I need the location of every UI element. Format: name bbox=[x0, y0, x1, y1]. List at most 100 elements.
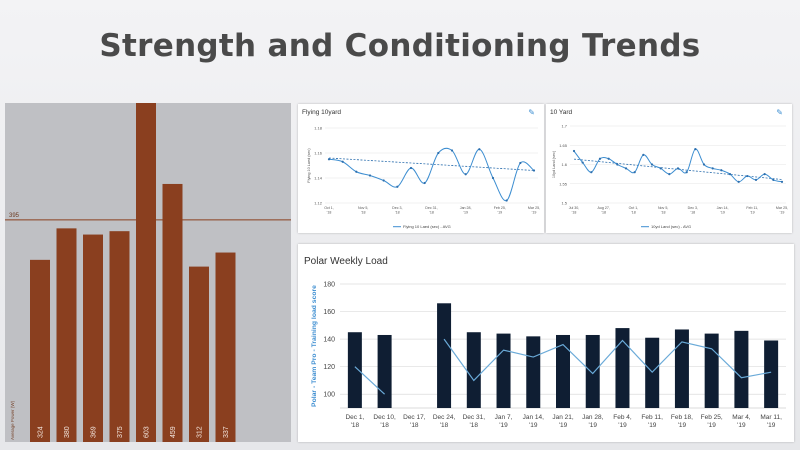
flying-xtick-3-line1: '18 bbox=[429, 211, 434, 215]
tenyard-ytick-1: 1.65 bbox=[559, 143, 568, 148]
tenyard-xtick-1-line0: Aug 27, bbox=[598, 206, 610, 210]
flying-point-12 bbox=[491, 176, 495, 180]
flying-point-0 bbox=[327, 158, 331, 161]
power-axis-label: Average Power (W) bbox=[10, 400, 15, 440]
flying-point-1 bbox=[341, 160, 344, 163]
flying-title: Flying 10yard bbox=[302, 109, 341, 116]
power-bar-label-3: 369 bbox=[91, 426, 98, 438]
tenyard-ytick-0: 1.7 bbox=[561, 124, 567, 129]
flying-point-4 bbox=[382, 179, 385, 182]
polar-xtick-14-line0: Mar 11, bbox=[760, 414, 782, 421]
power-bar-label-2: 380 bbox=[64, 426, 71, 438]
polar-ytick-2: 140 bbox=[323, 337, 335, 344]
tenyard-point-0 bbox=[572, 149, 576, 153]
tenyard-point-1 bbox=[581, 161, 584, 164]
tenyard-xtick-1-line1: '18 bbox=[601, 211, 606, 215]
power-bar-label-5: 603 bbox=[144, 426, 151, 438]
tenyard-xtick-2-line0: Oct 1, bbox=[629, 206, 639, 210]
polar-xtick-3-line1: '18 bbox=[440, 422, 449, 429]
flying-trendline bbox=[328, 157, 535, 171]
average-power-svg: 395 324 380 369 375 603 459 312 337 Average Power… bbox=[5, 103, 291, 442]
flying-ytick-0: 1.18 bbox=[314, 126, 323, 131]
flying-xtick-5-line0: Feb 25, bbox=[494, 206, 506, 210]
power-bar-6 bbox=[162, 183, 183, 442]
flying-point-10 bbox=[464, 173, 467, 176]
tenyard-point-24 bbox=[780, 180, 784, 183]
power-bar-7 bbox=[189, 266, 209, 442]
flying-10yard-svg: Flying 10yard ✎ 1.18 1.16 1.14 1.12 Flying 10 … bbox=[302, 108, 540, 229]
flying-series-line bbox=[328, 147, 535, 202]
tenyard-point-5 bbox=[616, 163, 619, 166]
power-bar-1 bbox=[30, 259, 50, 442]
ten-yard-chart: 10 Yard ✎ 1.7 1.65 1.6 1.55 1.5 10yd Land (sec)… bbox=[546, 104, 792, 233]
polar-ylabel: Polar - Team Pro - Training load score bbox=[311, 285, 318, 407]
tenyard-xtick-3-line0: Nov 5, bbox=[658, 206, 668, 210]
polar-trend-line bbox=[354, 338, 772, 395]
polar-xtick-11-line0: Feb 18, bbox=[671, 414, 693, 421]
power-bar-label-8: 337 bbox=[223, 426, 230, 438]
power-bar-label-4: 375 bbox=[117, 426, 124, 438]
polar-ytick-4: 100 bbox=[323, 392, 335, 399]
polar-xtick-12-line0: Feb 25, bbox=[701, 414, 723, 421]
flying-point-8 bbox=[437, 151, 440, 155]
polar-xtick-5-line0: Jan 7, bbox=[495, 414, 513, 421]
flying-10yard-chart: Flying 10yard ✎ 1.18 1.16 1.14 1.12 Flying 10 … bbox=[298, 104, 544, 233]
power-bar-2 bbox=[56, 228, 77, 442]
tenyard-point-22 bbox=[763, 173, 766, 176]
flying-edit-icon: ✎ bbox=[528, 108, 535, 117]
tenyard-ytick-3: 1.55 bbox=[559, 181, 568, 186]
polar-title: Polar Weekly Load bbox=[304, 256, 388, 267]
polar-bar-0 bbox=[347, 332, 362, 408]
tenyard-point-7 bbox=[633, 171, 636, 174]
polar-xtick-4-line1: '18 bbox=[470, 422, 479, 429]
tenyard-point-23 bbox=[772, 178, 775, 181]
tenyard-edit-icon: ✎ bbox=[776, 108, 783, 117]
flying-point-5 bbox=[396, 185, 399, 188]
tenyard-point-17 bbox=[720, 169, 723, 172]
reference-line-label: 395 bbox=[9, 213, 20, 219]
power-bar-8 bbox=[215, 252, 236, 442]
tenyard-point-18 bbox=[728, 173, 732, 176]
polar-bar-8 bbox=[585, 334, 600, 408]
polar-xtick-1-line0: Dec 10, bbox=[373, 414, 396, 421]
flying-xtick-2-line0: Dec 3, bbox=[392, 206, 402, 210]
tenyard-point-10 bbox=[659, 167, 662, 170]
polar-xtick-6-line0: Jan 14, bbox=[523, 414, 545, 421]
flying-legend-label: Flying 10 Laed (sec) - AVG bbox=[403, 224, 451, 229]
polar-bar-7 bbox=[556, 334, 570, 408]
flying-point-3 bbox=[368, 174, 372, 177]
polar-bar-14 bbox=[764, 340, 779, 408]
tenyard-point-11 bbox=[668, 173, 671, 176]
tenyard-xtick-7-line1: '19 bbox=[780, 211, 785, 215]
polar-xtick-1-line1: '18 bbox=[380, 422, 389, 429]
polar-xtick-2-line0: Dec 17, bbox=[403, 414, 426, 421]
flying-ylabel: Flying 10 Laed (sec) bbox=[307, 148, 311, 183]
flying-xtick-2-line1: '18 bbox=[395, 211, 400, 215]
flying-xtick-1-line0: Nov 5, bbox=[358, 206, 368, 210]
tenyard-legend-label: 10yd Land (sec) - AVG bbox=[651, 224, 691, 229]
flying-xtick-4-line1: '19 bbox=[463, 211, 468, 215]
flying-point-2 bbox=[355, 170, 358, 173]
tenyard-xtick-4-line0: Dec 3, bbox=[688, 206, 698, 210]
polar-bar-5 bbox=[496, 333, 511, 408]
tenyard-point-4 bbox=[607, 157, 610, 160]
power-bar-4 bbox=[109, 231, 130, 442]
power-bar-label-1: 324 bbox=[38, 426, 45, 438]
flying-point-15 bbox=[532, 169, 536, 172]
polar-xtick-3-line0: Dec 24, bbox=[433, 414, 456, 421]
tenyard-point-13 bbox=[685, 171, 688, 174]
polar-xtick-13-line1: '19 bbox=[737, 422, 746, 429]
tenyard-point-19 bbox=[737, 180, 740, 183]
tenyard-xtick-3-line1: '18 bbox=[661, 211, 666, 215]
polar-weekly-load-chart: Polar Weekly Load 180 160 140 120 100 Polar - … bbox=[298, 244, 794, 442]
flying-ytick-3: 1.12 bbox=[314, 201, 323, 206]
flying-point-11 bbox=[478, 148, 481, 151]
tenyard-point-2 bbox=[590, 171, 593, 174]
slide-title: Strength and Conditioning Trends bbox=[99, 28, 701, 64]
ten-yard-svg: 10 Yard ✎ 1.7 1.65 1.6 1.55 1.5 10yd Land (sec)… bbox=[550, 108, 788, 229]
tenyard-xtick-0-line0: Jul 30, bbox=[569, 206, 580, 210]
polar-xtick-5-line1: '19 bbox=[499, 422, 508, 429]
tenyard-ytick-2: 1.6 bbox=[561, 162, 567, 167]
polar-bar-11 bbox=[674, 329, 689, 408]
tenyard-point-3 bbox=[598, 157, 602, 160]
